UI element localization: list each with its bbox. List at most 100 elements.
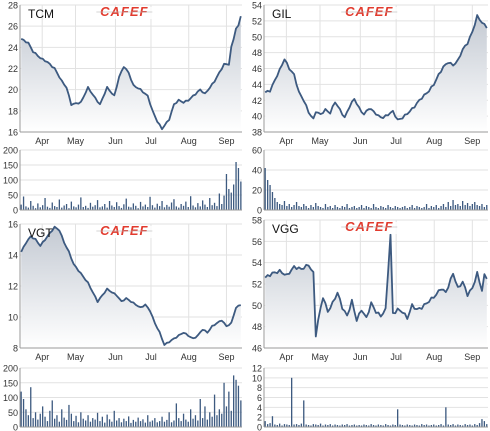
volume-bar xyxy=(82,207,84,210)
volume-bar xyxy=(334,205,336,210)
volume-bar xyxy=(267,424,269,427)
volume-bar xyxy=(206,207,209,210)
month-tick-label: Apr xyxy=(279,352,293,362)
volume-bar xyxy=(336,207,339,210)
volume-bar xyxy=(111,421,113,427)
volume-bar xyxy=(77,204,80,210)
price-line-series xyxy=(264,233,488,338)
volume-bar xyxy=(163,207,166,210)
volume-bar xyxy=(125,421,127,427)
volume-bar xyxy=(438,208,440,210)
volume-bar xyxy=(295,202,298,210)
volume-bar xyxy=(315,203,317,210)
month-tick-label: Jul xyxy=(145,352,157,362)
volume-bar xyxy=(22,196,25,210)
volume-bar xyxy=(80,412,82,428)
volume-bar xyxy=(101,206,104,210)
volume-bar xyxy=(106,414,108,427)
volume-bar xyxy=(394,206,396,210)
volume-bar xyxy=(281,425,283,427)
volume-bar xyxy=(94,205,96,210)
volume-bar xyxy=(380,425,382,427)
volume-bar xyxy=(25,409,27,427)
volume-bar xyxy=(235,162,237,210)
volume-bar xyxy=(435,425,437,427)
volume-bar xyxy=(225,406,228,427)
volume-bar xyxy=(298,206,300,210)
volume-bar xyxy=(87,415,89,427)
volume-bar xyxy=(385,424,387,427)
cafef-logo: CAFEF xyxy=(94,4,155,19)
volume-bar xyxy=(428,208,430,210)
volume-bar xyxy=(54,418,56,427)
volume-bar xyxy=(421,424,423,427)
volume-bar xyxy=(56,207,58,210)
volume-bar xyxy=(135,205,137,210)
price-tick-label: 46 xyxy=(252,64,262,74)
volume-bar xyxy=(237,385,240,427)
volume-bar xyxy=(96,200,99,210)
volume-bar xyxy=(286,424,288,427)
volume-bar xyxy=(223,382,225,428)
volume-bar xyxy=(218,409,221,427)
volume-bar xyxy=(204,204,206,210)
volume-bar xyxy=(481,419,483,427)
volume-bar xyxy=(406,424,408,427)
volume-bar xyxy=(462,425,464,427)
volume-bar xyxy=(279,204,281,210)
volume-bar xyxy=(120,422,123,427)
volume-tick-label: 0 xyxy=(13,206,18,216)
volume-bar xyxy=(118,418,120,427)
volume-bar xyxy=(327,425,329,427)
volume-bar xyxy=(276,425,278,427)
volume-bar xyxy=(474,202,476,210)
volume-bar xyxy=(332,208,334,210)
price-tick-label: 52 xyxy=(252,16,262,26)
volume-bar xyxy=(399,424,401,427)
volume-bar xyxy=(56,415,58,427)
month-tick-label: Jul xyxy=(145,136,157,146)
volume-bar xyxy=(421,208,423,210)
volume-bar xyxy=(327,207,329,210)
volume-bar xyxy=(27,415,30,427)
volume-bar xyxy=(194,207,197,210)
volume-bar xyxy=(61,207,63,210)
volume-bar xyxy=(310,425,312,427)
volume-bar xyxy=(65,204,68,210)
volume-bar xyxy=(22,399,25,427)
volume-bar xyxy=(120,207,123,210)
volume-bar xyxy=(132,419,135,427)
price-tick-label: 26 xyxy=(8,22,18,32)
volume-bar xyxy=(397,409,399,427)
volume-bar xyxy=(101,416,104,427)
volume-bar xyxy=(452,200,454,210)
volume-bar xyxy=(336,425,339,427)
volume-bar xyxy=(360,205,363,210)
volume-bar xyxy=(303,400,305,427)
volume-tick-label: 0 xyxy=(13,423,18,431)
volume-bar xyxy=(274,424,276,427)
volume-bar xyxy=(142,206,144,210)
volume-bar xyxy=(433,207,435,210)
volume-bar xyxy=(233,375,235,427)
volume-bar xyxy=(447,424,449,427)
volume-bar xyxy=(365,425,368,427)
volume-bar xyxy=(356,208,358,210)
volume-bar xyxy=(329,206,331,210)
volume-tick-label: 200 xyxy=(3,364,18,374)
volume-bar xyxy=(382,207,384,210)
volume-bar xyxy=(413,208,416,210)
volume-bar xyxy=(142,419,144,427)
volume-bar xyxy=(385,208,387,210)
volume-bar xyxy=(20,204,22,210)
volume-bar xyxy=(151,420,154,427)
volume-bar xyxy=(310,205,312,210)
volume-bar xyxy=(159,206,161,210)
volume-bar xyxy=(476,425,478,427)
volume-bar xyxy=(213,202,216,210)
volume-tick-label: 0 xyxy=(257,423,262,431)
volume-bar xyxy=(324,204,327,210)
volume-bar xyxy=(190,196,192,210)
volume-bar xyxy=(363,208,365,210)
volume-bar xyxy=(42,205,44,210)
